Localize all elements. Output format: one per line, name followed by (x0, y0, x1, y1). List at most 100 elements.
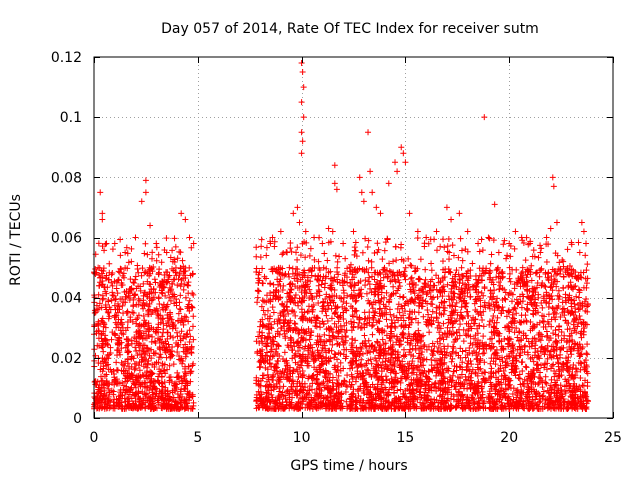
data-point (109, 292, 116, 299)
data-point (156, 337, 163, 344)
data-point (408, 274, 415, 281)
data-point (149, 361, 156, 368)
data-point (138, 272, 145, 279)
data-point (181, 268, 188, 275)
data-point (99, 315, 106, 322)
data-point (393, 257, 400, 264)
data-point (298, 306, 305, 313)
data-point (305, 308, 312, 315)
data-point (409, 345, 416, 352)
data-point (361, 332, 368, 339)
data-point (124, 396, 131, 403)
data-point (172, 243, 179, 250)
data-point (162, 292, 169, 299)
data-point (127, 314, 134, 321)
data-point (160, 306, 167, 313)
data-point (401, 268, 408, 275)
data-point (167, 348, 174, 355)
data-point (141, 250, 148, 257)
data-point (122, 327, 129, 334)
data-point (168, 353, 175, 360)
data-point (342, 388, 349, 395)
data-point (132, 344, 139, 351)
data-point (99, 270, 106, 277)
data-point (167, 287, 174, 294)
data-point (267, 313, 274, 320)
data-point (144, 311, 151, 318)
data-point (477, 303, 484, 310)
data-point (183, 378, 190, 385)
data-point (365, 278, 372, 285)
data-point (103, 371, 110, 378)
data-point (451, 383, 458, 390)
data-point (139, 302, 146, 309)
data-point (414, 235, 421, 242)
data-point (328, 305, 335, 312)
data-point (130, 279, 137, 286)
data-point (178, 280, 185, 287)
chart-title: Day 057 of 2014, Rate Of TEC Index for r… (161, 21, 539, 37)
data-point (140, 292, 147, 299)
data-point (131, 360, 138, 367)
data-point (487, 260, 494, 267)
data-point (166, 362, 173, 369)
data-point (162, 338, 169, 345)
data-point (96, 405, 103, 412)
data-point (131, 334, 138, 341)
data-point (340, 351, 347, 358)
data-point (100, 265, 107, 272)
data-point (142, 289, 149, 296)
data-point (268, 325, 275, 332)
data-point (149, 386, 156, 393)
data-point (318, 347, 325, 354)
data-point (422, 266, 429, 273)
data-point (175, 341, 182, 348)
data-point (116, 403, 123, 410)
data-point (324, 257, 331, 264)
data-point (152, 328, 159, 335)
data-point (476, 248, 483, 255)
data-point (186, 264, 193, 271)
data-point (182, 341, 189, 348)
data-point (122, 293, 129, 300)
data-point (158, 404, 165, 411)
data-point (95, 399, 102, 406)
data-point (135, 269, 142, 276)
data-point (99, 281, 106, 288)
data-point (113, 324, 120, 331)
data-point (108, 271, 115, 278)
data-point (185, 304, 192, 311)
data-point (190, 360, 197, 367)
data-point (179, 360, 186, 367)
data-point (444, 248, 451, 255)
data-point (161, 367, 168, 374)
data-point (277, 283, 284, 290)
data-point (160, 320, 167, 327)
data-point (118, 279, 125, 286)
data-point (328, 326, 335, 333)
data-point (146, 372, 153, 379)
data-point (155, 328, 162, 335)
data-point (179, 393, 186, 400)
data-point (294, 256, 301, 263)
data-point (439, 258, 446, 265)
data-point (374, 338, 380, 345)
data-point (130, 380, 137, 387)
data-point (328, 315, 335, 322)
data-point (267, 281, 274, 288)
data-point (150, 286, 157, 293)
data-point (113, 366, 120, 373)
data-point (584, 341, 591, 348)
data-point (401, 272, 408, 279)
data-point (157, 319, 164, 326)
data-point (167, 309, 174, 316)
data-point (270, 309, 277, 316)
data-point (133, 389, 140, 396)
data-point (140, 313, 147, 320)
data-point (528, 262, 535, 269)
data-point (261, 311, 268, 318)
data-point (163, 235, 170, 242)
data-point (147, 401, 154, 408)
data-point (259, 329, 266, 336)
data-point (148, 290, 155, 297)
